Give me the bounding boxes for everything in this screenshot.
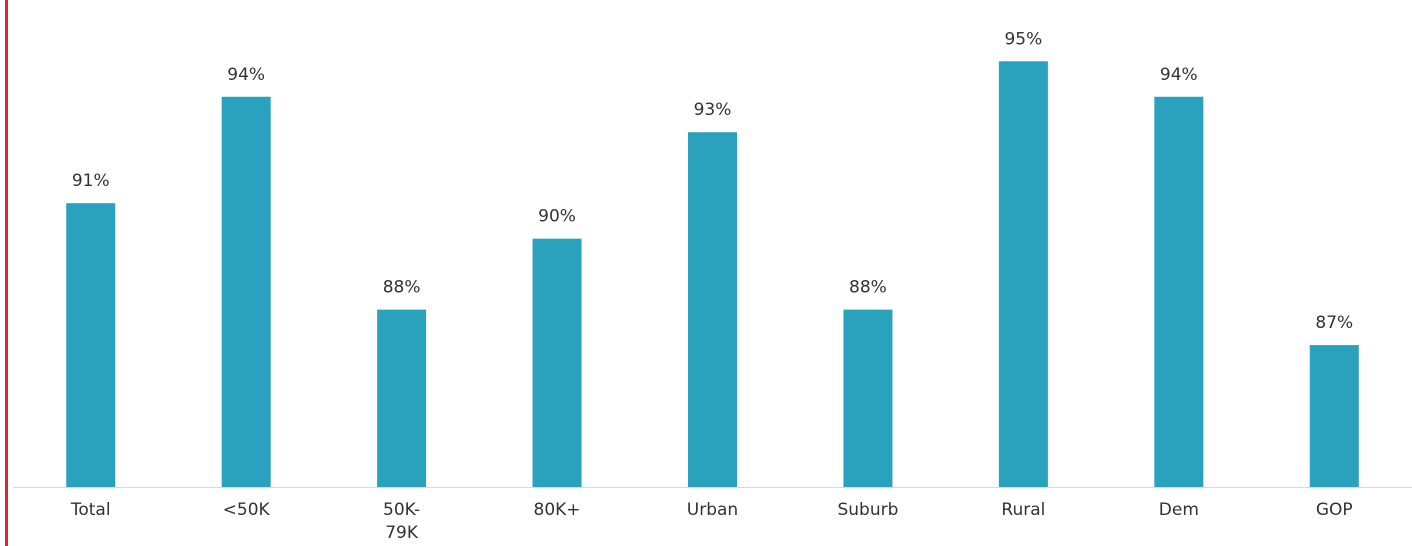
tick-label-line: 79K xyxy=(385,523,419,543)
value-label-6: 95% xyxy=(1004,29,1042,49)
value-label-4: 93% xyxy=(694,100,732,120)
bar-2 xyxy=(377,309,427,487)
tick-label-line: GOP xyxy=(1316,500,1353,520)
value-label-5: 88% xyxy=(849,278,887,298)
tick-label-line: 80K+ xyxy=(534,500,581,520)
value-labels-group: 91% 94% 88% 90% 93% 88% 95% 94% 87% xyxy=(72,29,1353,333)
bars-group xyxy=(66,61,1359,488)
tick-label-line: Rural xyxy=(1001,500,1045,520)
tick-label-4: Urban xyxy=(687,500,738,520)
tick-label-2: 50K- 79K xyxy=(383,500,420,543)
tick-label-line: Urban xyxy=(687,500,738,520)
bar-0 xyxy=(66,203,116,487)
bar-5 xyxy=(843,309,893,487)
tick-label-6: Rural xyxy=(1001,500,1045,520)
tick-label-7: Dem xyxy=(1159,500,1199,520)
tick-label-line: Total xyxy=(70,500,111,520)
tick-label-5: Suburb xyxy=(837,500,898,520)
bar-8 xyxy=(1309,345,1359,487)
value-label-2: 88% xyxy=(383,278,421,298)
tick-label-3: 80K+ xyxy=(534,500,581,520)
tick-label-1: <50K xyxy=(223,500,271,520)
bar-6 xyxy=(998,61,1048,488)
left-accent-rule xyxy=(5,0,8,546)
value-label-3: 90% xyxy=(538,207,576,227)
bar-4 xyxy=(688,132,737,487)
value-label-7: 94% xyxy=(1160,65,1198,85)
bar-3 xyxy=(532,238,582,487)
bar-1 xyxy=(221,96,271,487)
value-label-8: 87% xyxy=(1315,313,1353,333)
value-label-0: 91% xyxy=(72,171,110,191)
tick-label-line: <50K xyxy=(223,500,271,520)
bar-7 xyxy=(1154,96,1204,487)
tick-label-line: Dem xyxy=(1159,500,1199,520)
tick-label-line: 50K- xyxy=(383,500,420,520)
tick-label-8: GOP xyxy=(1316,500,1353,520)
tick-labels-group: Total <50K 50K- 79K 80K+ Urban Suburb Rural Dem G… xyxy=(70,500,1353,543)
tick-label-0: Total xyxy=(70,500,111,520)
value-label-1: 94% xyxy=(227,65,265,85)
tick-label-line: Suburb xyxy=(837,500,898,520)
